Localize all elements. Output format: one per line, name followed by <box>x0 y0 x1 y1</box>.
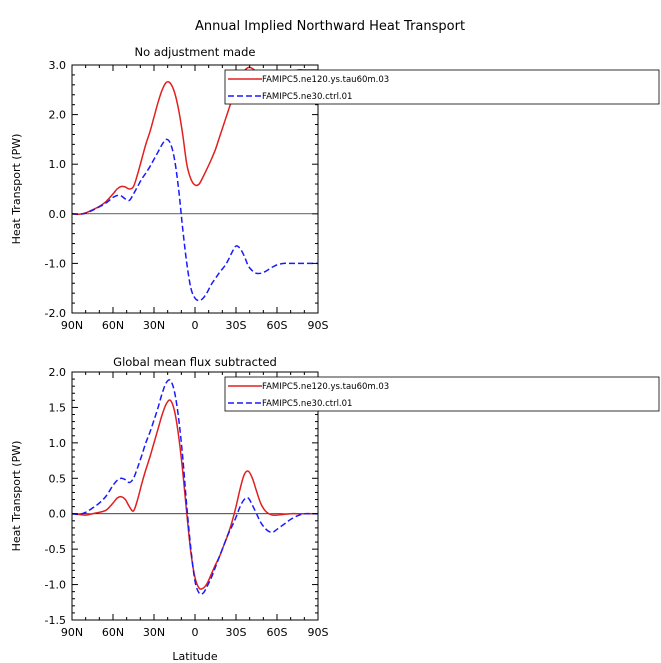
y-tick-label: 1.0 <box>49 158 67 171</box>
y-axis-label: Heat Transport (PW) <box>10 441 23 552</box>
x-tick-label: 30N <box>143 626 165 639</box>
y-tick-label: -2.0 <box>45 307 66 320</box>
x-tick-label: 60N <box>102 319 124 332</box>
y-tick-label: 3.0 <box>49 59 67 72</box>
x-tick-label: 60N <box>102 626 124 639</box>
y-tick-label: -0.5 <box>45 543 66 556</box>
legend-entry: FAMIPC5.ne30.ctrl.01 <box>262 92 352 102</box>
panel-title: No adjustment made <box>135 45 256 59</box>
series-line-dashed <box>72 379 318 596</box>
x-tick-label: 90N <box>61 626 83 639</box>
x-tick-label: 0 <box>192 626 199 639</box>
y-tick-label: 2.0 <box>49 109 67 122</box>
legend: FAMIPC5.ne120.ys.tau60m.03 FAMIPC5.ne30.… <box>224 376 660 412</box>
panel-global-mean-subtracted: Global mean flux subtracted Heat Transpo… <box>10 355 660 663</box>
figure-title: Annual Implied Northward Heat Transport <box>195 19 465 34</box>
plot-content: 90N 60N 30N 0 30S 60S 90S -2.0 -1.0 0.0 1.0 2.0 3.0 <box>45 59 329 332</box>
x-tick-label: 30S <box>226 319 247 332</box>
y-tick-label: 1.5 <box>49 401 67 414</box>
legend: FAMIPC5.ne120.ys.tau60m.03 FAMIPC5.ne30.… <box>224 69 660 105</box>
x-tick-label: 60S <box>267 626 288 639</box>
y-tick-label: -1.0 <box>45 257 66 270</box>
y-tick-label: 0.0 <box>49 208 67 221</box>
panel-title: Global mean flux subtracted <box>113 355 277 369</box>
x-tick-label: 30N <box>143 319 165 332</box>
x-tick-label: 90S <box>308 626 329 639</box>
legend-box <box>224 69 660 105</box>
y-tick-label: 0.5 <box>49 472 67 485</box>
y-tick-label: -1.0 <box>45 579 66 592</box>
series-line-dashed <box>72 138 318 302</box>
y-tick-label: 0.0 <box>49 508 67 521</box>
series-line-solid <box>72 399 318 590</box>
legend-entry: FAMIPC5.ne30.ctrl.01 <box>262 399 352 409</box>
plot-content: 90N 60N 30N 0 30S 60S 90S -1.5 -1.0 -0.5 0.0 0.5 1.0… <box>45 366 329 639</box>
x-axis-label: Latitude <box>172 650 218 663</box>
legend-entry: FAMIPC5.ne120.ys.tau60m.03 <box>262 382 389 392</box>
legend-entry: FAMIPC5.ne120.ys.tau60m.03 <box>262 75 389 85</box>
panel-no-adjustment: No adjustment made Heat Transport (PW) 9… <box>10 45 660 332</box>
y-axis-label: Heat Transport (PW) <box>10 134 23 245</box>
x-tick-label: 90N <box>61 319 83 332</box>
y-tick-label: 1.0 <box>49 437 67 450</box>
x-tick-label: 90S <box>308 319 329 332</box>
x-tick-label: 30S <box>226 626 247 639</box>
legend-box <box>224 376 660 412</box>
x-tick-label: 0 <box>192 319 199 332</box>
y-tick-label: -1.5 <box>45 614 66 627</box>
x-tick-label: 60S <box>267 319 288 332</box>
y-tick-label: 2.0 <box>49 366 67 379</box>
